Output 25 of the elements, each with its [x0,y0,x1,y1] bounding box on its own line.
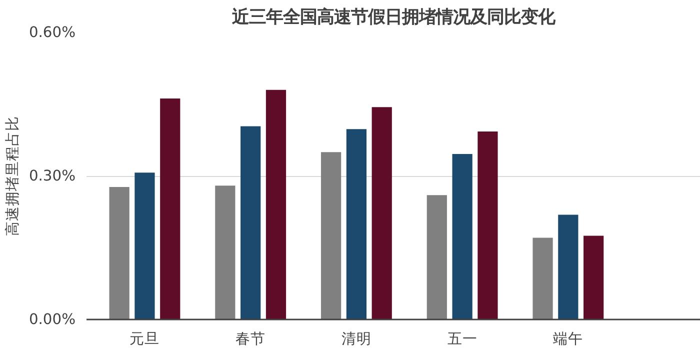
x-tick-label: 五一 [447,330,478,348]
chart-title: 近三年全国高速节假日拥堵情况及同比变化 [231,8,556,28]
bar [134,172,155,320]
bar [346,129,367,320]
x-tick-label: 春节 [236,330,266,348]
bar [109,187,130,320]
bar [160,98,180,320]
bar [320,152,342,320]
bar [478,132,498,320]
bar [532,238,553,320]
x-tick-label: 端午 [553,330,584,348]
y-tick-label: 0.00% [28,311,76,328]
y-tick-label: 0.30% [28,168,76,184]
y-tick-label: 0.60% [28,24,76,41]
bar [240,126,261,320]
bar [215,186,236,320]
y-axis-title: 高速拥堵里程占比 [4,116,21,236]
bar [372,107,392,320]
bar [558,214,578,320]
x-tick-label: 清明 [341,330,372,348]
bar [426,195,447,320]
bar [266,90,286,320]
x-tick-label: 元旦 [130,330,160,348]
bar [452,154,472,320]
bar [584,236,604,320]
